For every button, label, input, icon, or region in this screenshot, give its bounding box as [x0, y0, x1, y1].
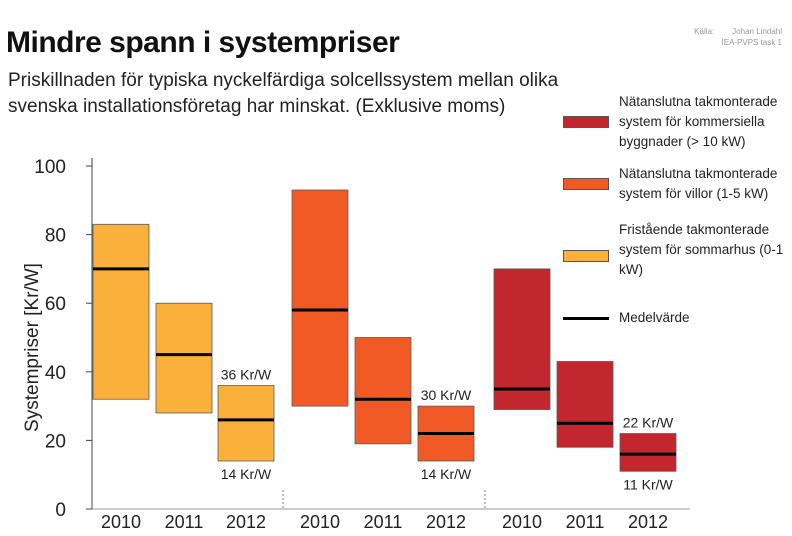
- y-tick-label: 100: [34, 157, 66, 178]
- legend-label-villa: Nätanslutna takmonterade system för vill…: [619, 166, 778, 201]
- range-bar-1-2010: [291, 189, 349, 407]
- y-tick-label: 0: [55, 500, 66, 521]
- range-bar-2-2011: [556, 361, 614, 448]
- data-label-high: 22 Kr/W: [623, 415, 674, 431]
- source-project: IEA-PVPS task 1: [721, 38, 782, 47]
- x-tick-label: 2010: [101, 512, 141, 532]
- x-tick-label: 2011: [165, 512, 204, 532]
- y-tick-label: 80: [45, 226, 66, 247]
- source-author: Johan Lindahl: [732, 27, 782, 36]
- range-bar-1-2011: [354, 337, 412, 445]
- legend-swatch-commercial: [563, 116, 609, 128]
- source-label: Källa:: [694, 27, 715, 36]
- y-tick-label: 40: [45, 363, 66, 384]
- legend-label-mean: Medelvärde: [619, 310, 690, 325]
- x-tick-label: 2011: [566, 512, 605, 532]
- range-bar-2-2012: [619, 433, 677, 472]
- data-label-high: 30 Kr/W: [421, 387, 472, 403]
- x-tick-label: 2010: [502, 512, 542, 532]
- data-label-low: 14 Kr/W: [221, 466, 272, 482]
- chart-subtitle: Priskillnaden för typiska nyckelfärdiga …: [8, 70, 559, 117]
- range-bar-0-2012: [217, 385, 275, 462]
- legend-label-commercial: Nätanslutna takmonterade system för komm…: [619, 94, 778, 149]
- range-bar-2-2010: [493, 268, 551, 410]
- y-tick-label: 60: [45, 294, 66, 315]
- chart-title: Mindre spann i systempriser: [6, 26, 400, 59]
- x-tick-label: 2011: [364, 512, 403, 532]
- data-label-low: 11 Kr/W: [623, 476, 673, 492]
- source-note: Källa: Johan Lindahl IEA-PVPS task 1: [694, 26, 782, 48]
- legend-label-summerhouse: Fristående takmonterade system för somma…: [619, 222, 784, 277]
- x-tick-label: 2010: [300, 512, 340, 532]
- range-bar-0-2010: [92, 223, 150, 400]
- range-bar-0-2011: [155, 302, 213, 414]
- legend-swatch-summerhouse: [563, 250, 609, 262]
- x-tick-label: 2012: [628, 512, 668, 532]
- legend-swatch-mean: [563, 317, 609, 320]
- data-label-high: 36 Kr/W: [221, 367, 272, 383]
- legend-swatch-villa: [563, 178, 609, 190]
- data-label-low: 14 Kr/W: [421, 466, 472, 482]
- y-tick-label: 20: [45, 431, 66, 452]
- x-tick-label: 2012: [426, 512, 466, 532]
- y-axis-title: Systempriser [Kr/W]: [22, 263, 43, 432]
- x-tick-label: 2012: [226, 512, 266, 532]
